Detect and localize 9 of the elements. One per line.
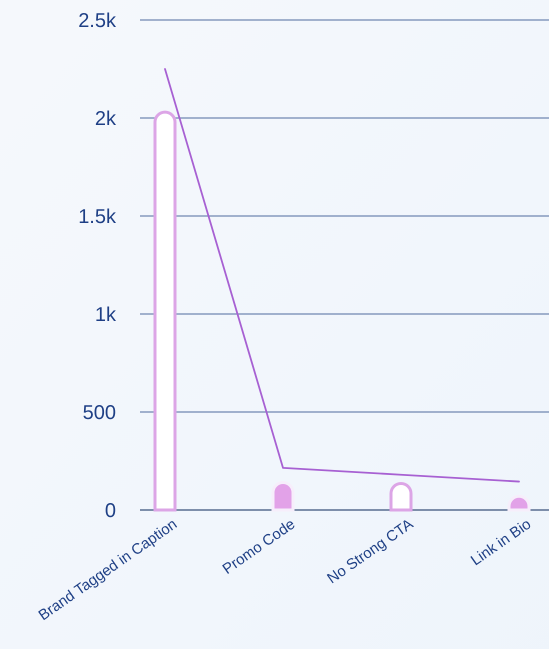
y-tick-label: 2k [94,108,117,130]
y-tick-label: 1k [94,304,117,326]
y-tick-label: 2.5k [78,10,117,32]
bar [154,110,176,512]
y-tick-label: 0 [104,500,116,522]
y-tick-label: 500 [82,402,116,424]
x-tick-label: Link in Bio [468,516,534,570]
y-tick-label: 1.5k [78,206,117,228]
line-series [164,68,520,482]
